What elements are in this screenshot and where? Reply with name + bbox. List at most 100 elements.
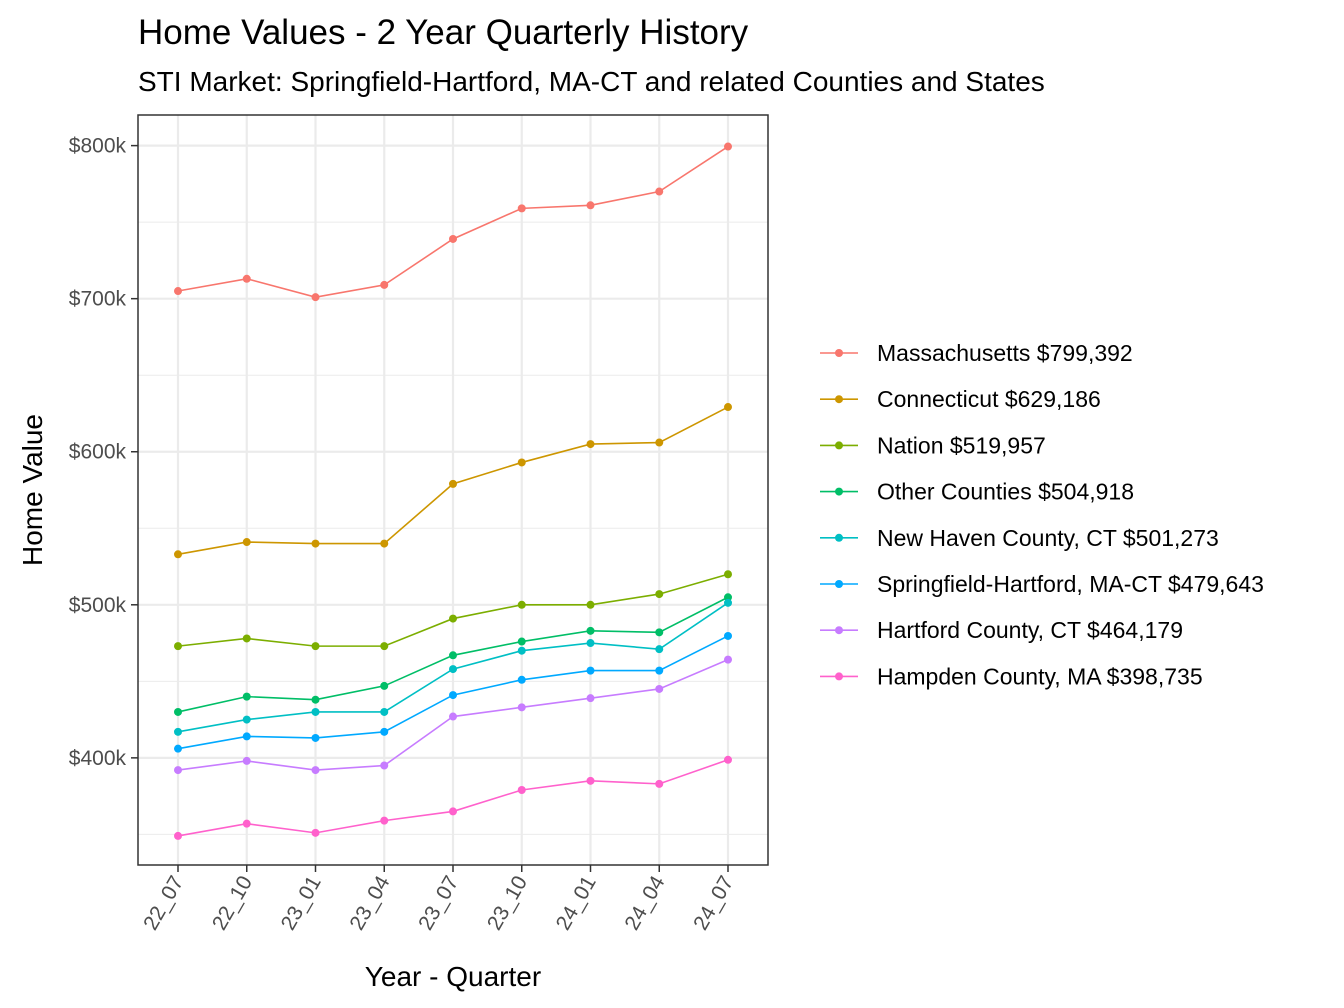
- y-tick-label: $700k: [69, 288, 127, 311]
- data-point: [655, 187, 664, 196]
- data-point: [311, 695, 320, 704]
- data-point: [380, 761, 389, 770]
- legend-label: Hartford County, CT $464,179: [877, 617, 1183, 643]
- data-point: [380, 727, 389, 736]
- data-point: [380, 681, 389, 690]
- plot-area: [137, 114, 769, 866]
- data-point: [586, 776, 595, 785]
- data-point: [242, 732, 251, 741]
- data-point: [380, 707, 389, 716]
- data-point: [311, 707, 320, 716]
- data-point: [655, 438, 664, 447]
- data-point: [586, 694, 595, 703]
- data-point: [449, 614, 457, 623]
- data-point: [242, 274, 251, 283]
- data-point: [174, 744, 182, 753]
- legend-key-point: [835, 672, 843, 681]
- legend-label: Connecticut $629,186: [877, 386, 1101, 412]
- data-point: [517, 637, 526, 646]
- data-point: [174, 831, 182, 840]
- data-point: [655, 666, 664, 675]
- legend-key-point: [835, 580, 843, 588]
- data-point: [449, 712, 457, 721]
- chart-subtitle: STI Market: Springfield-Hartford, MA-CT …: [138, 66, 1045, 97]
- data-point: [586, 201, 595, 210]
- legend-label: Massachusetts $799,392: [877, 340, 1133, 366]
- data-point: [586, 626, 595, 635]
- data-point: [655, 590, 664, 599]
- legend: Massachusetts $799,392 Connecticut $629,1…: [820, 340, 1264, 689]
- data-point: [449, 665, 457, 674]
- data-point: [380, 642, 389, 651]
- data-point: [655, 645, 664, 654]
- data-point: [380, 539, 389, 548]
- x-axis-title: Year - Quarter: [365, 961, 541, 992]
- data-point: [174, 766, 182, 775]
- data-point: [449, 651, 457, 660]
- legend-key-point: [835, 487, 843, 496]
- data-point: [449, 479, 457, 488]
- data-point: [517, 675, 526, 684]
- data-point: [655, 779, 664, 788]
- y-axis: $400k $500k $600k $700k $800k: [69, 135, 138, 770]
- data-point: [724, 403, 732, 412]
- data-point: [517, 458, 526, 467]
- data-point: [724, 570, 732, 579]
- data-point: [586, 639, 595, 648]
- data-point: [311, 733, 320, 742]
- legend-label: Nation $519,957: [877, 432, 1046, 458]
- legend-key-point: [835, 441, 843, 450]
- data-point: [724, 755, 732, 764]
- data-point: [174, 727, 182, 736]
- data-point: [517, 786, 526, 794]
- y-axis-title: Home Value: [17, 414, 48, 566]
- data-point: [517, 204, 526, 213]
- y-tick-label: $600k: [69, 441, 127, 464]
- data-point: [655, 684, 664, 693]
- data-point: [174, 642, 182, 651]
- y-tick-label: $400k: [69, 747, 127, 770]
- data-point: [724, 631, 732, 640]
- data-point: [449, 691, 457, 700]
- data-point: [724, 598, 732, 607]
- major-gridlines: [138, 115, 768, 865]
- series-layer: [174, 142, 732, 840]
- data-point: [586, 666, 595, 675]
- data-point: [242, 634, 251, 643]
- data-point: [311, 539, 320, 548]
- data-point: [724, 593, 732, 602]
- data-point: [655, 628, 664, 637]
- data-point: [242, 692, 251, 701]
- data-point: [724, 655, 732, 664]
- data-point: [311, 828, 320, 837]
- legend-key-point: [835, 349, 843, 357]
- data-point: [380, 816, 389, 825]
- legend-label: Other Counties $504,918: [877, 479, 1134, 505]
- data-point: [517, 600, 526, 609]
- data-point: [380, 280, 389, 289]
- legend-key-point: [835, 626, 843, 635]
- legend-key-point: [835, 395, 843, 404]
- data-point: [724, 142, 732, 151]
- data-point: [311, 293, 320, 302]
- legend-label: New Haven County, CT $501,273: [877, 525, 1219, 551]
- data-point: [242, 756, 251, 765]
- data-point: [311, 766, 320, 775]
- data-point: [311, 642, 320, 651]
- data-point: [586, 440, 595, 449]
- legend-key-point: [835, 533, 843, 542]
- data-point: [242, 819, 251, 828]
- y-tick-label: $800k: [69, 135, 127, 158]
- data-point: [586, 600, 595, 609]
- chart-title: Home Values - 2 Year Quarterly History: [138, 13, 749, 52]
- data-point: [174, 287, 182, 296]
- data-point: [517, 703, 526, 712]
- data-point: [449, 807, 457, 816]
- data-point: [174, 707, 182, 716]
- legend-label: Springfield-Hartford, MA-CT $479,643: [877, 571, 1264, 597]
- data-point: [517, 646, 526, 655]
- legend-label: Hampden County, MA $398,735: [877, 663, 1203, 689]
- data-point: [242, 715, 251, 724]
- data-point: [174, 550, 182, 559]
